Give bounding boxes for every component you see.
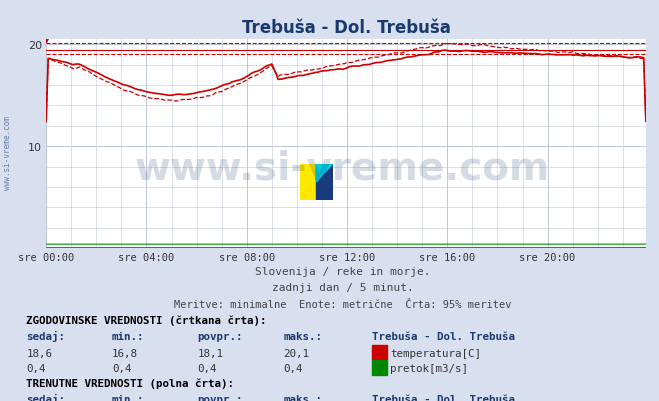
Text: 18,6: 18,6 xyxy=(26,348,52,358)
Polygon shape xyxy=(316,164,333,182)
Text: TRENUTNE VREDNOSTI (polna črta):: TRENUTNE VREDNOSTI (polna črta): xyxy=(26,378,235,388)
Text: 0,4: 0,4 xyxy=(283,363,303,373)
Text: 16,8: 16,8 xyxy=(112,348,138,358)
Text: zadnji dan / 5 minut.: zadnji dan / 5 minut. xyxy=(272,283,414,293)
Text: 18,1: 18,1 xyxy=(198,348,223,358)
Text: 0,4: 0,4 xyxy=(26,363,46,373)
Text: sedaj:: sedaj: xyxy=(26,331,65,342)
Bar xyxy=(300,164,316,200)
Text: povpr.:: povpr.: xyxy=(198,394,243,401)
Text: ZGODOVINSKE VREDNOSTI (črtkana črta):: ZGODOVINSKE VREDNOSTI (črtkana črta): xyxy=(26,314,267,325)
Text: Trebuša - Dol. Trebuša: Trebuša - Dol. Trebuša xyxy=(372,394,515,401)
Text: Trebuša - Dol. Trebuša: Trebuša - Dol. Trebuša xyxy=(372,332,515,342)
Bar xyxy=(316,164,333,200)
Text: min.:: min.: xyxy=(112,394,144,401)
Bar xyxy=(372,345,387,360)
Text: Meritve: minimalne  Enote: metrične  Črta: 95% meritev: Meritve: minimalne Enote: metrične Črta:… xyxy=(174,299,511,309)
Title: Trebuša - Dol. Trebuša: Trebuša - Dol. Trebuša xyxy=(242,19,450,37)
Text: 0,4: 0,4 xyxy=(198,363,217,373)
Text: povpr.:: povpr.: xyxy=(198,332,243,342)
Text: maks.:: maks.: xyxy=(283,332,322,342)
Text: www.si-vreme.com: www.si-vreme.com xyxy=(3,115,13,189)
Text: www.si-vreme.com: www.si-vreme.com xyxy=(135,150,550,187)
Text: maks.:: maks.: xyxy=(283,394,322,401)
Bar xyxy=(372,360,387,375)
Text: 20,1: 20,1 xyxy=(283,348,309,358)
Text: Slovenija / reke in morje.: Slovenija / reke in morje. xyxy=(255,267,430,277)
Text: sedaj:: sedaj: xyxy=(26,393,65,401)
Text: temperatura[C]: temperatura[C] xyxy=(390,348,481,358)
Text: pretok[m3/s]: pretok[m3/s] xyxy=(390,363,468,373)
Text: 0,4: 0,4 xyxy=(112,363,132,373)
Text: min.:: min.: xyxy=(112,332,144,342)
